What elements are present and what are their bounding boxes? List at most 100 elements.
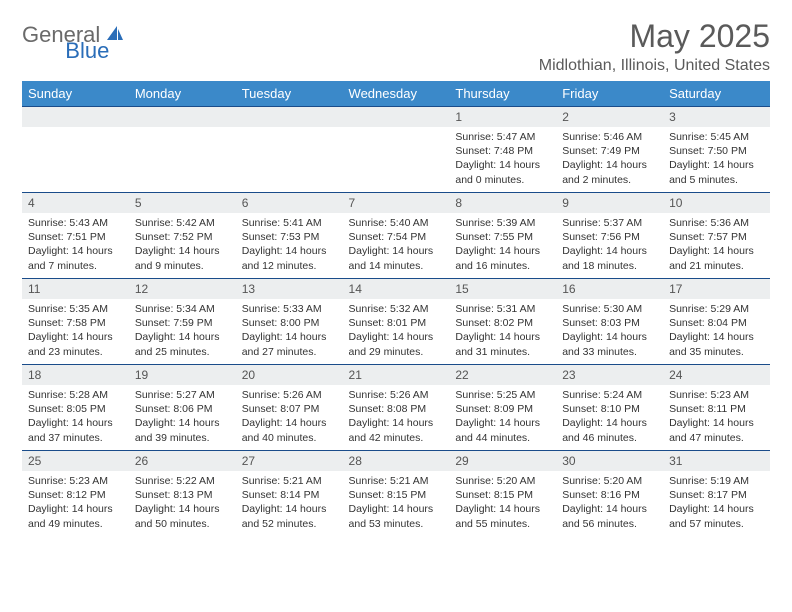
day-number: 2 [556, 106, 663, 127]
weekday-header: Wednesday [343, 81, 450, 106]
calendar-cell: 25Sunrise: 5:23 AMSunset: 8:12 PMDayligh… [22, 450, 129, 536]
calendar-cell: 18Sunrise: 5:28 AMSunset: 8:05 PMDayligh… [22, 364, 129, 450]
logo: General Blue [22, 18, 173, 48]
day-number: 16 [556, 278, 663, 299]
calendar-cell: 1Sunrise: 5:47 AMSunset: 7:48 PMDaylight… [449, 106, 556, 192]
title-block: May 2025 Midlothian, Illinois, United St… [539, 18, 770, 75]
calendar-cell [129, 106, 236, 192]
calendar-cell: 17Sunrise: 5:29 AMSunset: 8:04 PMDayligh… [663, 278, 770, 364]
day-content: Sunrise: 5:20 AMSunset: 8:16 PMDaylight:… [556, 471, 663, 536]
day-content: Sunrise: 5:47 AMSunset: 7:48 PMDaylight:… [449, 127, 556, 192]
day-number: 17 [663, 278, 770, 299]
calendar-row: 18Sunrise: 5:28 AMSunset: 8:05 PMDayligh… [22, 364, 770, 450]
day-number: 18 [22, 364, 129, 385]
day-content: Sunrise: 5:26 AMSunset: 8:07 PMDaylight:… [236, 385, 343, 450]
day-number: 28 [343, 450, 450, 471]
day-number: 30 [556, 450, 663, 471]
calendar-row: 25Sunrise: 5:23 AMSunset: 8:12 PMDayligh… [22, 450, 770, 536]
day-number: 24 [663, 364, 770, 385]
calendar-row: 11Sunrise: 5:35 AMSunset: 7:58 PMDayligh… [22, 278, 770, 364]
month-title: May 2025 [539, 18, 770, 55]
calendar-cell: 10Sunrise: 5:36 AMSunset: 7:57 PMDayligh… [663, 192, 770, 278]
day-number-empty [236, 106, 343, 127]
calendar-cell: 12Sunrise: 5:34 AMSunset: 7:59 PMDayligh… [129, 278, 236, 364]
day-content: Sunrise: 5:21 AMSunset: 8:15 PMDaylight:… [343, 471, 450, 536]
weekday-header: Saturday [663, 81, 770, 106]
day-number: 19 [129, 364, 236, 385]
day-number: 1 [449, 106, 556, 127]
day-content: Sunrise: 5:27 AMSunset: 8:06 PMDaylight:… [129, 385, 236, 450]
day-number: 26 [129, 450, 236, 471]
day-number: 11 [22, 278, 129, 299]
day-number: 15 [449, 278, 556, 299]
weekday-header: Thursday [449, 81, 556, 106]
calendar-cell: 13Sunrise: 5:33 AMSunset: 8:00 PMDayligh… [236, 278, 343, 364]
day-content: Sunrise: 5:25 AMSunset: 8:09 PMDaylight:… [449, 385, 556, 450]
day-number: 8 [449, 192, 556, 213]
day-content: Sunrise: 5:29 AMSunset: 8:04 PMDaylight:… [663, 299, 770, 364]
calendar-cell: 14Sunrise: 5:32 AMSunset: 8:01 PMDayligh… [343, 278, 450, 364]
calendar-cell: 8Sunrise: 5:39 AMSunset: 7:55 PMDaylight… [449, 192, 556, 278]
calendar-cell: 23Sunrise: 5:24 AMSunset: 8:10 PMDayligh… [556, 364, 663, 450]
day-content: Sunrise: 5:19 AMSunset: 8:17 PMDaylight:… [663, 471, 770, 536]
day-number: 7 [343, 192, 450, 213]
day-number: 9 [556, 192, 663, 213]
calendar-cell: 15Sunrise: 5:31 AMSunset: 8:02 PMDayligh… [449, 278, 556, 364]
weekday-header: Monday [129, 81, 236, 106]
day-number: 10 [663, 192, 770, 213]
day-number: 20 [236, 364, 343, 385]
calendar-cell: 4Sunrise: 5:43 AMSunset: 7:51 PMDaylight… [22, 192, 129, 278]
day-number: 13 [236, 278, 343, 299]
calendar-cell: 27Sunrise: 5:21 AMSunset: 8:14 PMDayligh… [236, 450, 343, 536]
calendar-row: 4Sunrise: 5:43 AMSunset: 7:51 PMDaylight… [22, 192, 770, 278]
weekday-header: Sunday [22, 81, 129, 106]
calendar-cell: 7Sunrise: 5:40 AMSunset: 7:54 PMDaylight… [343, 192, 450, 278]
day-number-empty [343, 106, 450, 127]
day-content: Sunrise: 5:42 AMSunset: 7:52 PMDaylight:… [129, 213, 236, 278]
day-number: 3 [663, 106, 770, 127]
calendar-cell: 11Sunrise: 5:35 AMSunset: 7:58 PMDayligh… [22, 278, 129, 364]
day-content: Sunrise: 5:23 AMSunset: 8:11 PMDaylight:… [663, 385, 770, 450]
day-number-empty [22, 106, 129, 127]
calendar-cell: 31Sunrise: 5:19 AMSunset: 8:17 PMDayligh… [663, 450, 770, 536]
calendar-cell: 29Sunrise: 5:20 AMSunset: 8:15 PMDayligh… [449, 450, 556, 536]
day-content: Sunrise: 5:33 AMSunset: 8:00 PMDaylight:… [236, 299, 343, 364]
calendar-cell: 2Sunrise: 5:46 AMSunset: 7:49 PMDaylight… [556, 106, 663, 192]
day-number: 23 [556, 364, 663, 385]
calendar-cell: 24Sunrise: 5:23 AMSunset: 8:11 PMDayligh… [663, 364, 770, 450]
day-content: Sunrise: 5:24 AMSunset: 8:10 PMDaylight:… [556, 385, 663, 450]
day-content: Sunrise: 5:26 AMSunset: 8:08 PMDaylight:… [343, 385, 450, 450]
calendar-cell: 19Sunrise: 5:27 AMSunset: 8:06 PMDayligh… [129, 364, 236, 450]
day-number: 6 [236, 192, 343, 213]
day-content: Sunrise: 5:30 AMSunset: 8:03 PMDaylight:… [556, 299, 663, 364]
day-number: 5 [129, 192, 236, 213]
calendar-cell: 16Sunrise: 5:30 AMSunset: 8:03 PMDayligh… [556, 278, 663, 364]
day-content: Sunrise: 5:46 AMSunset: 7:49 PMDaylight:… [556, 127, 663, 192]
calendar-cell: 28Sunrise: 5:21 AMSunset: 8:15 PMDayligh… [343, 450, 450, 536]
calendar-row: 1Sunrise: 5:47 AMSunset: 7:48 PMDaylight… [22, 106, 770, 192]
calendar-cell: 3Sunrise: 5:45 AMSunset: 7:50 PMDaylight… [663, 106, 770, 192]
day-number: 12 [129, 278, 236, 299]
day-content: Sunrise: 5:34 AMSunset: 7:59 PMDaylight:… [129, 299, 236, 364]
day-number: 29 [449, 450, 556, 471]
day-content: Sunrise: 5:28 AMSunset: 8:05 PMDaylight:… [22, 385, 129, 450]
calendar-table: SundayMondayTuesdayWednesdayThursdayFrid… [22, 81, 770, 536]
calendar-cell: 22Sunrise: 5:25 AMSunset: 8:09 PMDayligh… [449, 364, 556, 450]
weekday-header: Tuesday [236, 81, 343, 106]
day-content: Sunrise: 5:40 AMSunset: 7:54 PMDaylight:… [343, 213, 450, 278]
calendar-cell: 6Sunrise: 5:41 AMSunset: 7:53 PMDaylight… [236, 192, 343, 278]
calendar-head: SundayMondayTuesdayWednesdayThursdayFrid… [22, 81, 770, 106]
location: Midlothian, Illinois, United States [539, 57, 770, 75]
day-content: Sunrise: 5:37 AMSunset: 7:56 PMDaylight:… [556, 213, 663, 278]
day-content: Sunrise: 5:36 AMSunset: 7:57 PMDaylight:… [663, 213, 770, 278]
day-number: 21 [343, 364, 450, 385]
day-number: 22 [449, 364, 556, 385]
day-content: Sunrise: 5:31 AMSunset: 8:02 PMDaylight:… [449, 299, 556, 364]
calendar-cell [343, 106, 450, 192]
day-content: Sunrise: 5:21 AMSunset: 8:14 PMDaylight:… [236, 471, 343, 536]
day-number: 4 [22, 192, 129, 213]
day-content: Sunrise: 5:39 AMSunset: 7:55 PMDaylight:… [449, 213, 556, 278]
calendar-cell: 21Sunrise: 5:26 AMSunset: 8:08 PMDayligh… [343, 364, 450, 450]
day-number: 25 [22, 450, 129, 471]
calendar-cell: 26Sunrise: 5:22 AMSunset: 8:13 PMDayligh… [129, 450, 236, 536]
